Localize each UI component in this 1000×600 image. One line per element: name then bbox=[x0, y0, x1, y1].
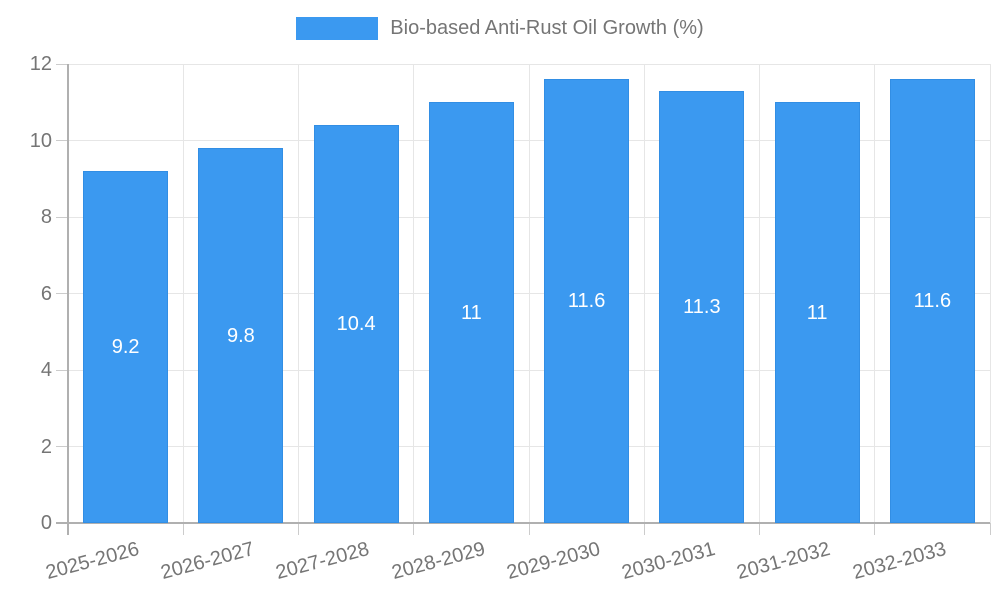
x-tick-mark bbox=[298, 523, 299, 535]
x-gridline bbox=[413, 64, 415, 523]
y-tick-label: 8 bbox=[40, 206, 52, 228]
x-gridline bbox=[182, 64, 184, 523]
x-tick-mark bbox=[759, 523, 760, 535]
y-tick-label: 12 bbox=[29, 53, 52, 75]
y-tick-label: 10 bbox=[29, 129, 52, 152]
x-tick-mark bbox=[182, 523, 184, 535]
bar[interactable] bbox=[83, 171, 169, 523]
x-tick-mark bbox=[874, 523, 876, 535]
x-gridline bbox=[989, 64, 991, 523]
x-category-label: 2030-2031 bbox=[619, 537, 718, 584]
bar[interactable] bbox=[774, 102, 860, 523]
y-tick-label: 0 bbox=[40, 512, 52, 534]
x-category-label: 2029-2030 bbox=[504, 537, 603, 584]
bar-value-label: 11.6 bbox=[567, 290, 606, 313]
y-tick-mark bbox=[56, 369, 68, 371]
bar-value-label: 11 bbox=[806, 301, 828, 324]
y-tick-label: 2 bbox=[40, 435, 52, 458]
x-category-label: 2031-2032 bbox=[734, 537, 834, 584]
bar-value-label: 9.2 bbox=[111, 336, 140, 359]
legend-item[interactable]: Bio-based Anti-Rust Oil Growth (%) bbox=[296, 17, 704, 40]
legend-swatch bbox=[296, 17, 379, 40]
x-tick-mark bbox=[413, 523, 415, 535]
bar-value-label: 11 bbox=[460, 301, 482, 324]
x-gridline bbox=[298, 64, 299, 523]
y-tick-mark bbox=[56, 63, 68, 65]
y-tick-mark bbox=[56, 446, 68, 447]
y-tick-label: 4 bbox=[40, 359, 52, 381]
x-gridline bbox=[874, 64, 876, 523]
bar[interactable] bbox=[198, 148, 284, 523]
x-tick-mark bbox=[989, 523, 991, 535]
y-axis-line bbox=[67, 64, 69, 535]
x-category-label: 2026-2027 bbox=[158, 537, 257, 584]
y-tick-mark bbox=[56, 293, 68, 294]
x-gridline bbox=[759, 64, 760, 523]
x-category-label: 2025-2026 bbox=[43, 537, 142, 584]
legend-label: Bio-based Anti-Rust Oil Growth (%) bbox=[390, 17, 704, 39]
bar[interactable] bbox=[313, 125, 399, 523]
x-tick-mark bbox=[643, 523, 645, 535]
y-tick-mark bbox=[56, 140, 68, 141]
x-category-label: 2027-2028 bbox=[273, 537, 373, 584]
x-gridline bbox=[643, 64, 645, 523]
x-tick-mark bbox=[528, 523, 530, 535]
bar[interactable] bbox=[889, 79, 975, 523]
x-category-label: 2028-2029 bbox=[389, 537, 488, 584]
bar-value-label: 10.4 bbox=[336, 313, 376, 336]
bar-value-label: 11.3 bbox=[683, 295, 721, 318]
y-tick-label: 6 bbox=[40, 282, 52, 305]
bar-value-label: 11.6 bbox=[913, 290, 952, 313]
x-axis-line bbox=[56, 522, 990, 524]
bar[interactable] bbox=[428, 102, 514, 523]
bar[interactable] bbox=[659, 90, 745, 523]
x-category-label: 2032-2033 bbox=[850, 537, 949, 584]
bar-value-label: 9.8 bbox=[226, 324, 255, 347]
legend: Bio-based Anti-Rust Oil Growth (%) bbox=[0, 17, 1000, 40]
y-tick-mark bbox=[56, 216, 68, 218]
bar[interactable] bbox=[544, 79, 630, 523]
x-gridline bbox=[528, 64, 530, 523]
